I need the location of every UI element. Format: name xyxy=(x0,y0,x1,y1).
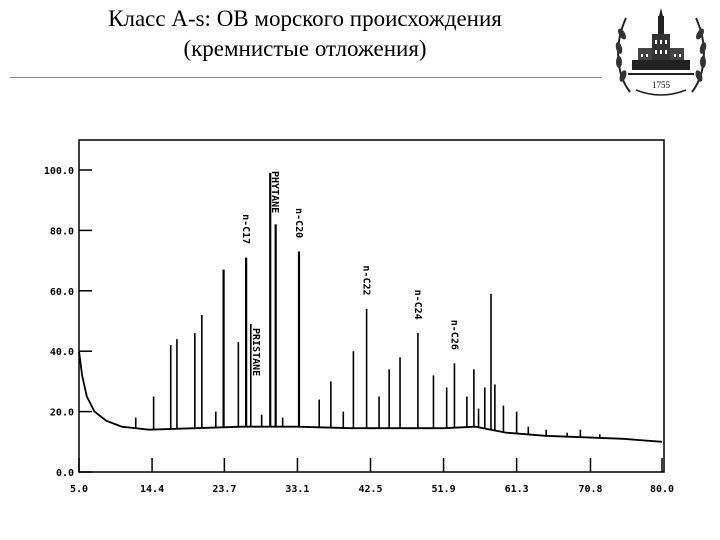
y-tick-label: 60.0 xyxy=(50,287,74,298)
x-tick-label: 5.0 xyxy=(70,484,88,495)
slide-title-line1: Класс A-s: ОВ морского происхождения xyxy=(108,6,502,31)
x-tick-label: 14.4 xyxy=(140,484,164,495)
y-axis: 0.0 20.0 40.0 60.0 80.0 100.0 xyxy=(44,166,92,479)
peak-label: PHYTANE xyxy=(269,171,280,213)
x-tick-label: 61.3 xyxy=(505,484,529,495)
title-divider xyxy=(10,77,602,78)
x-tick-label: 33.1 xyxy=(285,484,309,495)
peaks xyxy=(134,173,601,438)
x-axis: 5.0 14.4 23.7 33.1 42.5 51.9 61.3 70.8 80.0 xyxy=(70,458,674,495)
y-tick-label: 0.0 xyxy=(56,468,74,479)
peak-label: n-C24 xyxy=(412,290,423,320)
y-tick-label: 20.0 xyxy=(50,408,74,419)
peak-label: n-C22 xyxy=(361,265,372,295)
plot-frame xyxy=(78,139,665,473)
chromatogram-baseline xyxy=(78,351,663,443)
y-tick-label: 40.0 xyxy=(50,347,74,358)
peak-label: n-C17 xyxy=(240,214,251,244)
y-tick-label: 100.0 xyxy=(44,166,74,177)
university-emblem-icon: 1755 xyxy=(610,6,712,102)
slide-title: Класс A-s: ОВ морского происхождения (кр… xyxy=(10,4,600,64)
x-tick-label: 70.8 xyxy=(578,484,602,495)
x-tick-label: 42.5 xyxy=(358,484,382,495)
x-tick-label: 23.7 xyxy=(212,484,236,495)
slide-title-line2: (кремнистые отложения) xyxy=(183,36,427,61)
x-tick-label: 51.9 xyxy=(432,484,456,495)
peak-labels: n-C17 PRISTANE PHYTANE n-C20 n-C22 n-C24 n-C26 xyxy=(240,171,459,376)
x-tick-label: 80.0 xyxy=(650,484,674,495)
peak-label: n-C20 xyxy=(293,208,304,238)
peak-label: PRISTANE xyxy=(250,328,261,376)
emblem-year: 1755 xyxy=(652,80,671,90)
peak-label: n-C26 xyxy=(448,320,459,350)
y-tick-label: 80.0 xyxy=(50,226,74,237)
